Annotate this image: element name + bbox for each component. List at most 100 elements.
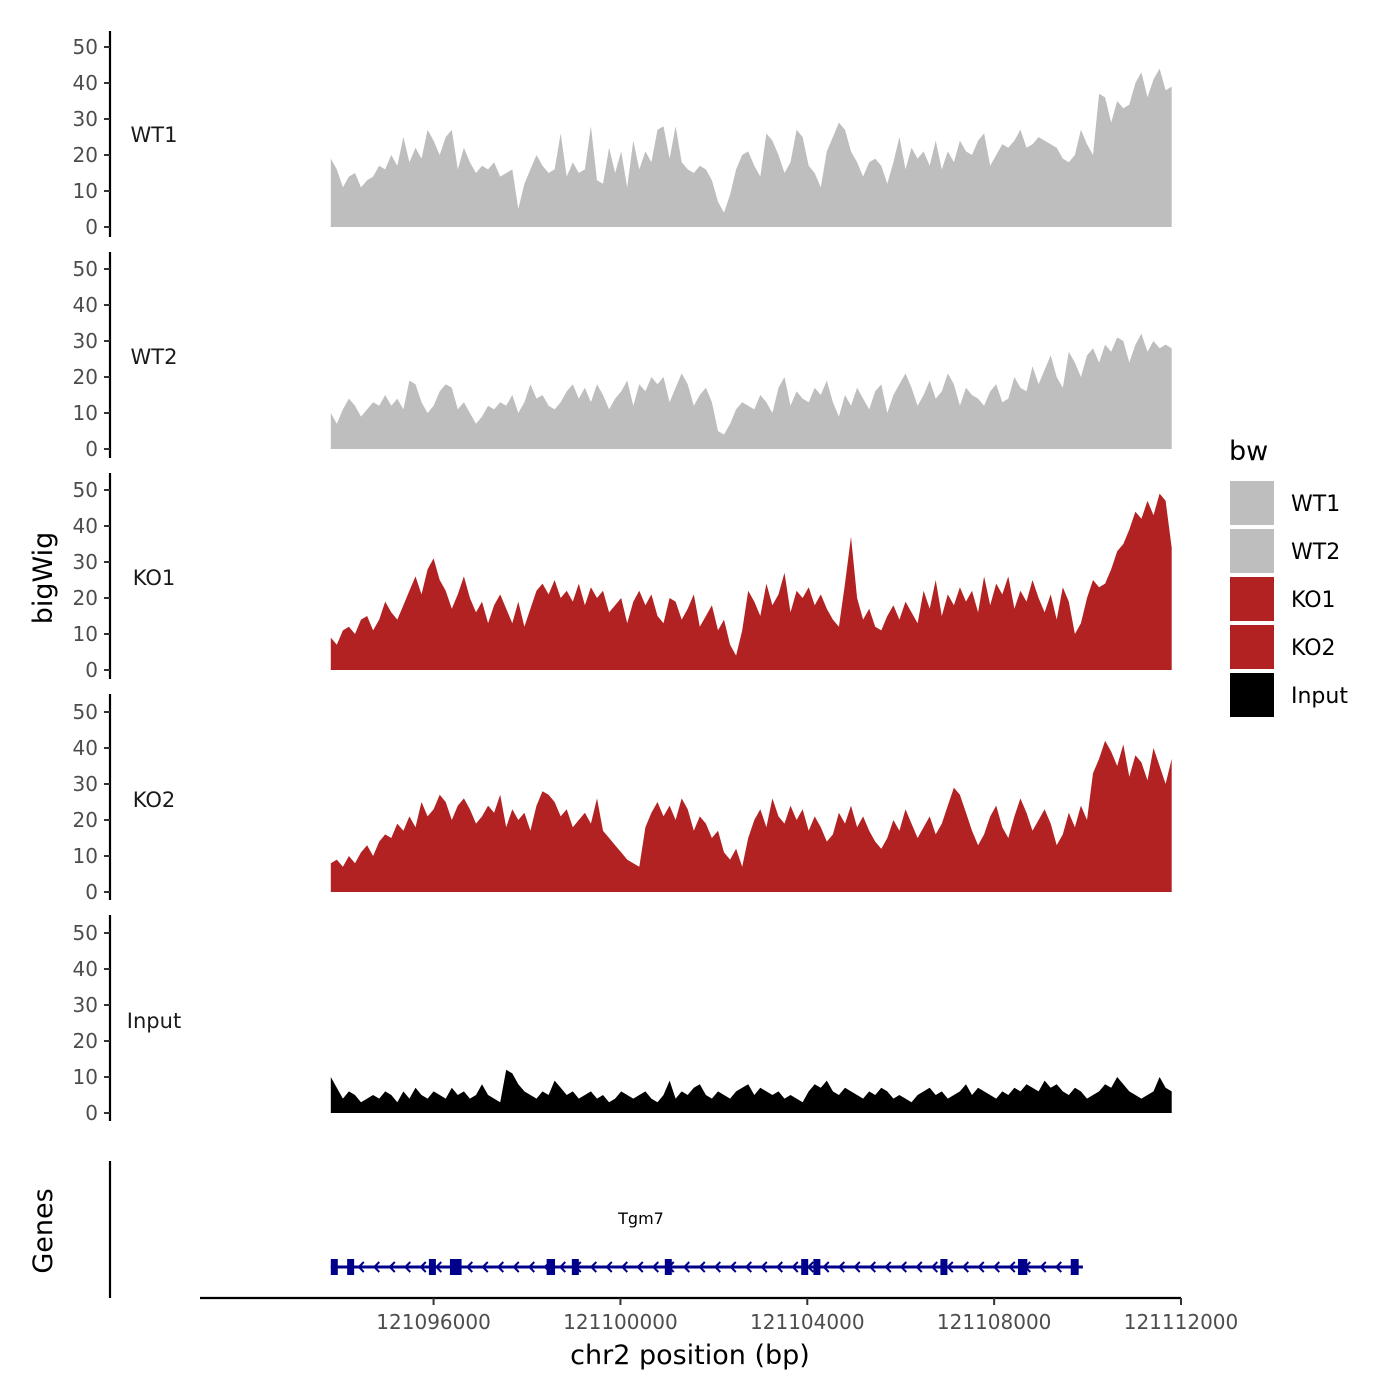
- track-label: WT1: [131, 123, 178, 147]
- legend-label: KO1: [1291, 588, 1336, 613]
- y-tick-label: 10: [73, 1065, 98, 1089]
- x-tick-label: 121100000: [563, 1310, 678, 1334]
- y-tick-label: 50: [73, 700, 98, 724]
- strand-arrow: [698, 1261, 706, 1273]
- legend-label: WT2: [1291, 540, 1340, 565]
- track-label: KO1: [133, 566, 176, 590]
- exon: [940, 1259, 948, 1275]
- track-ko2: 0 10 20 30 40 50 KO2: [73, 694, 1172, 904]
- track-ko1: 0 10 20 30 40 50 KO1: [73, 473, 1172, 682]
- x-axis-title: chr2 position (bp): [570, 1340, 810, 1371]
- exon: [813, 1259, 821, 1275]
- area-wt1: [330, 68, 1172, 227]
- strand-arrow: [512, 1261, 520, 1273]
- x-axis: 121096000 121100000 121104000 121108000 1211…: [200, 1296, 1239, 1334]
- strand-arrow: [372, 1261, 381, 1273]
- exon: [571, 1259, 579, 1275]
- exon: [1070, 1259, 1079, 1275]
- exon: [546, 1259, 556, 1275]
- strand-arrow: [806, 1261, 815, 1273]
- y-tick-label: 30: [73, 107, 98, 131]
- y-tick-label: 40: [73, 293, 98, 317]
- strand-arrow: [636, 1261, 644, 1273]
- gene-name-label: Tgm7: [617, 1209, 664, 1228]
- strand-arrow: [419, 1261, 427, 1273]
- legend-swatch: [1228, 671, 1276, 719]
- y-tick-label: 20: [73, 808, 98, 832]
- strand-arrow: [357, 1261, 365, 1273]
- strand-arrow: [744, 1261, 753, 1273]
- exon: [428, 1259, 436, 1275]
- exon: [347, 1259, 355, 1275]
- y-tick-label: 50: [73, 478, 98, 502]
- y-tick-label: 0: [85, 880, 98, 904]
- strand-arrow: [884, 1261, 892, 1273]
- genes-panel-title: Genes: [28, 1188, 59, 1273]
- strand-arrow: [589, 1261, 598, 1273]
- exon: [330, 1259, 338, 1275]
- strand-arrow: [465, 1261, 474, 1273]
- strand-arrow: [1054, 1261, 1063, 1273]
- y-tick-label: 0: [85, 658, 98, 682]
- strand-arrow: [1008, 1261, 1016, 1273]
- x-tick-label: 121112000: [1124, 1310, 1239, 1334]
- strand-arrow: [791, 1261, 799, 1273]
- strand-arrow: [403, 1261, 412, 1273]
- legend-swatch: [1228, 575, 1276, 623]
- signal-tracks: 0 10 20 30 40 50 WT1 0 10 20 30 40 50 WT2 0 10 20 30 40 50 K…: [73, 31, 1172, 1125]
- track-wt2: 0 10 20 30 40 50 WT2: [73, 252, 1172, 461]
- y-tick-label: 20: [73, 586, 98, 610]
- strand-arrow: [760, 1261, 768, 1273]
- y-tick-label: 30: [73, 772, 98, 796]
- legend-entry-ko2: KO2: [1228, 623, 1336, 671]
- y-axis-title: bigWig: [28, 532, 59, 625]
- y-tick-label: 10: [73, 622, 98, 646]
- legend: bw WT1 WT2 KO1 KO2 Input: [1228, 436, 1348, 719]
- gene-panel: Tgm7: [108, 1161, 1083, 1298]
- legend-entry-ko1: KO1: [1228, 575, 1336, 623]
- exon: [1017, 1259, 1028, 1275]
- legend-swatch: [1228, 527, 1276, 575]
- area-input: [330, 1069, 1172, 1113]
- strand-arrow: [853, 1261, 861, 1273]
- exon: [664, 1259, 672, 1275]
- exon: [801, 1259, 809, 1275]
- strand-arrow: [527, 1261, 536, 1273]
- area-wt2: [330, 333, 1172, 449]
- strand-arrow: [915, 1261, 923, 1273]
- strand-arrow: [1039, 1261, 1047, 1273]
- legend-title: bw: [1229, 436, 1268, 467]
- track-wt1: 0 10 20 30 40 50 WT1: [73, 31, 1172, 239]
- x-tick-label: 121104000: [750, 1310, 865, 1334]
- strand-arrow: [682, 1261, 691, 1273]
- strand-arrow: [729, 1261, 737, 1273]
- track-label: KO2: [133, 788, 176, 812]
- strand-arrow: [388, 1261, 396, 1273]
- strand-arrow: [620, 1261, 629, 1273]
- legend-entry-input: Input: [1228, 671, 1348, 719]
- strand-arrow: [713, 1261, 722, 1273]
- strand-arrow: [434, 1261, 443, 1273]
- gene-tgm7: Tgm7: [330, 1209, 1083, 1275]
- area-ko1: [330, 493, 1172, 670]
- strand-arrow: [496, 1261, 505, 1273]
- area-ko2: [330, 740, 1172, 892]
- legend-entry-wt2: WT2: [1228, 527, 1340, 575]
- strand-arrow: [558, 1261, 567, 1273]
- strand-arrow: [605, 1261, 613, 1273]
- strand-arrow: [481, 1261, 489, 1273]
- legend-label: Input: [1291, 684, 1348, 709]
- strand-arrow: [899, 1261, 908, 1273]
- y-tick-label: 30: [73, 550, 98, 574]
- strand-arrow: [977, 1261, 985, 1273]
- legend-label: KO2: [1291, 636, 1336, 661]
- strand-arrow: [961, 1261, 970, 1273]
- x-tick-label: 121096000: [376, 1310, 491, 1334]
- legend-swatch: [1228, 479, 1276, 527]
- y-tick-label: 10: [73, 179, 98, 203]
- legend-swatch: [1228, 623, 1276, 671]
- legend-label: WT1: [1291, 492, 1340, 517]
- y-tick-label: 30: [73, 993, 98, 1017]
- legend-entry-wt1: WT1: [1228, 479, 1340, 527]
- y-tick-label: 30: [73, 329, 98, 353]
